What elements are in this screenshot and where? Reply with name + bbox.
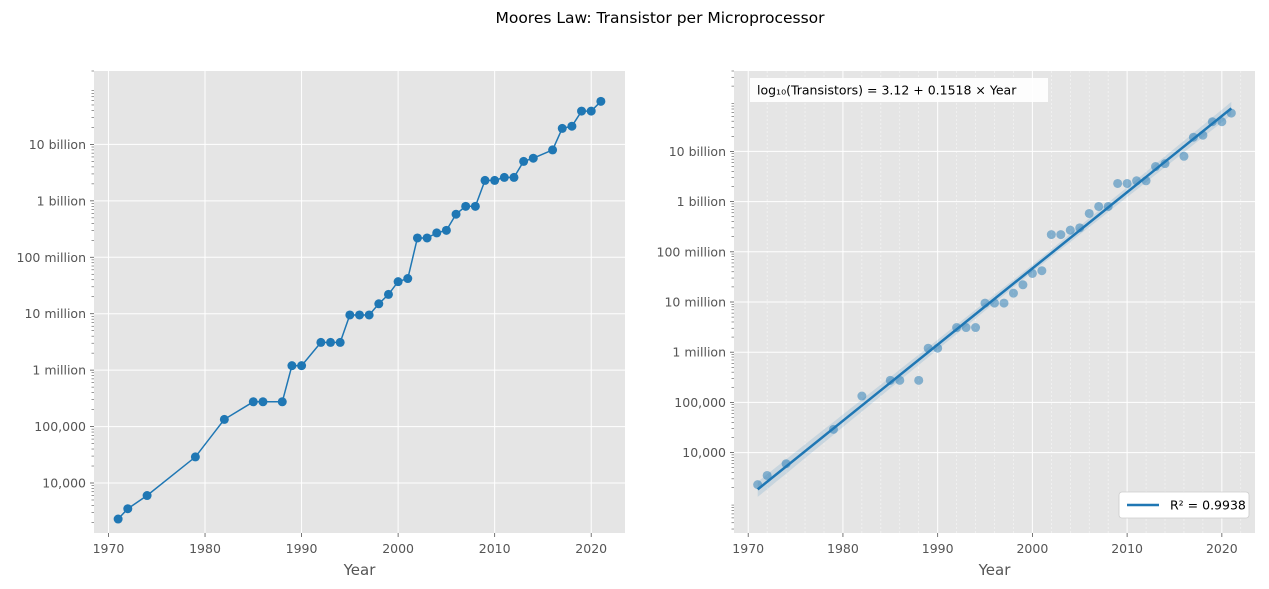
left-data-point (335, 337, 345, 347)
left-data-point (393, 277, 403, 287)
right-data-point (1113, 178, 1123, 188)
left-data-point (567, 121, 577, 131)
right-data-point (1018, 280, 1028, 290)
left-data-point (441, 225, 451, 235)
left-data-point (519, 156, 529, 166)
right-x-tick-label: 1970 (732, 541, 764, 556)
right-annotation-box (750, 78, 1048, 102)
left-data-point (219, 414, 229, 424)
right-data-point (1008, 288, 1018, 298)
left-data-point (248, 397, 258, 407)
right-chart-panel: 1970 1980 1990 2000 2010 2020 10,000 100,000 1 m… (657, 70, 1255, 579)
left-data-point (451, 209, 461, 219)
left-plot-area (94, 71, 625, 533)
right-data-point (914, 375, 924, 385)
right-y-tick-label: 1 million (672, 345, 726, 360)
right-data-point (999, 298, 1009, 308)
left-x-tick-label: 1970 (93, 541, 125, 556)
left-data-point (548, 145, 558, 155)
right-legend-box (1118, 491, 1250, 519)
right-x-tick-label: 2020 (1206, 541, 1238, 556)
right-x-tick-label: 1990 (922, 541, 954, 556)
left-data-point (355, 310, 364, 320)
right-data-point (762, 470, 772, 480)
left-data-point (577, 106, 587, 116)
left-data-point (586, 106, 596, 116)
left-data-point (461, 201, 471, 211)
left-y-tick-label: 1 billion (37, 193, 86, 208)
left-data-point (287, 361, 297, 371)
left-data-point (374, 299, 384, 309)
left-data-point (326, 337, 336, 347)
left-data-point (557, 123, 567, 133)
left-x-tick-label: 2020 (575, 541, 607, 556)
right-data-point (1217, 117, 1227, 127)
right-y-tick-label: 1 billion (677, 194, 726, 209)
left-data-point (297, 361, 307, 371)
right-x-tick-label: 1980 (827, 541, 859, 556)
left-y-tick-label: 10 billion (29, 137, 86, 152)
figure-title: Moores Law: Transistor per Microprocesso… (495, 9, 825, 27)
left-data-point (190, 452, 200, 462)
left-data-point (470, 201, 480, 211)
left-data-point (113, 514, 123, 524)
left-data-point (383, 289, 393, 299)
right-y-tick-label: 100,000 (674, 395, 726, 410)
right-data-point (1179, 151, 1189, 161)
right-data-point (1037, 266, 1047, 276)
left-y-tick-label: 10 million (24, 306, 86, 321)
right-data-point (971, 323, 981, 333)
left-x-tick-label: 1990 (286, 541, 318, 556)
right-x-tick-label: 2000 (1016, 541, 1048, 556)
right-regression-line (756, 107, 1233, 491)
left-data-point (509, 172, 519, 182)
right-data-point (1046, 230, 1056, 240)
right-y-tick-label: 10 billion (669, 144, 726, 159)
right-data-point (1094, 201, 1104, 211)
left-x-tick-label: 1980 (189, 541, 221, 556)
left-data-point (345, 310, 355, 320)
left-data-point (403, 274, 413, 284)
left-data-point (490, 175, 500, 185)
left-x-tick-label: 2000 (382, 541, 414, 556)
left-y-tick-label: 100,000 (34, 419, 86, 434)
left-x-axis-label: Year (343, 561, 377, 579)
left-data-point (499, 172, 509, 182)
right-y-tick-label: 10 million (664, 295, 726, 310)
left-data-point (316, 337, 326, 347)
left-data-point (277, 397, 287, 407)
left-y-tick-label: 100 million (17, 250, 86, 265)
left-data-point (480, 175, 490, 185)
left-x-tick-label: 2010 (479, 541, 511, 556)
right-data-point (1122, 178, 1132, 188)
left-data-point (258, 397, 268, 407)
right-data-point (1084, 208, 1094, 218)
left-data-point (422, 233, 432, 243)
left-data-point (432, 228, 442, 238)
right-x-tick-label: 2010 (1111, 541, 1143, 556)
right-x-axis-label: Year (978, 561, 1012, 579)
right-y-tick-label: 100 million (657, 244, 726, 259)
right-equation-annotation: log₁₀(Transistors) = 3.12 + 0.1518 × Yea… (757, 83, 1017, 98)
left-data-point (412, 233, 422, 243)
right-data-point (961, 323, 971, 333)
left-data-point (364, 310, 374, 320)
left-data-point (596, 96, 606, 106)
right-legend-entry: R² = 0.9938 (1170, 498, 1246, 513)
right-data-point (885, 375, 895, 385)
left-data-point (142, 491, 152, 501)
right-y-tick-label: 10,000 (682, 445, 726, 460)
left-y-tick-label: 10,000 (42, 475, 86, 490)
right-data-point (1056, 230, 1066, 240)
left-data-point (123, 504, 133, 514)
left-y-tick-label: 1 million (32, 363, 86, 378)
right-data-point (1065, 225, 1075, 235)
left-data-point (528, 153, 538, 163)
left-chart-panel: 1970 1980 1990 2000 2010 2020 10,000 100,000 1 m… (17, 70, 625, 579)
right-data-point (857, 391, 867, 401)
